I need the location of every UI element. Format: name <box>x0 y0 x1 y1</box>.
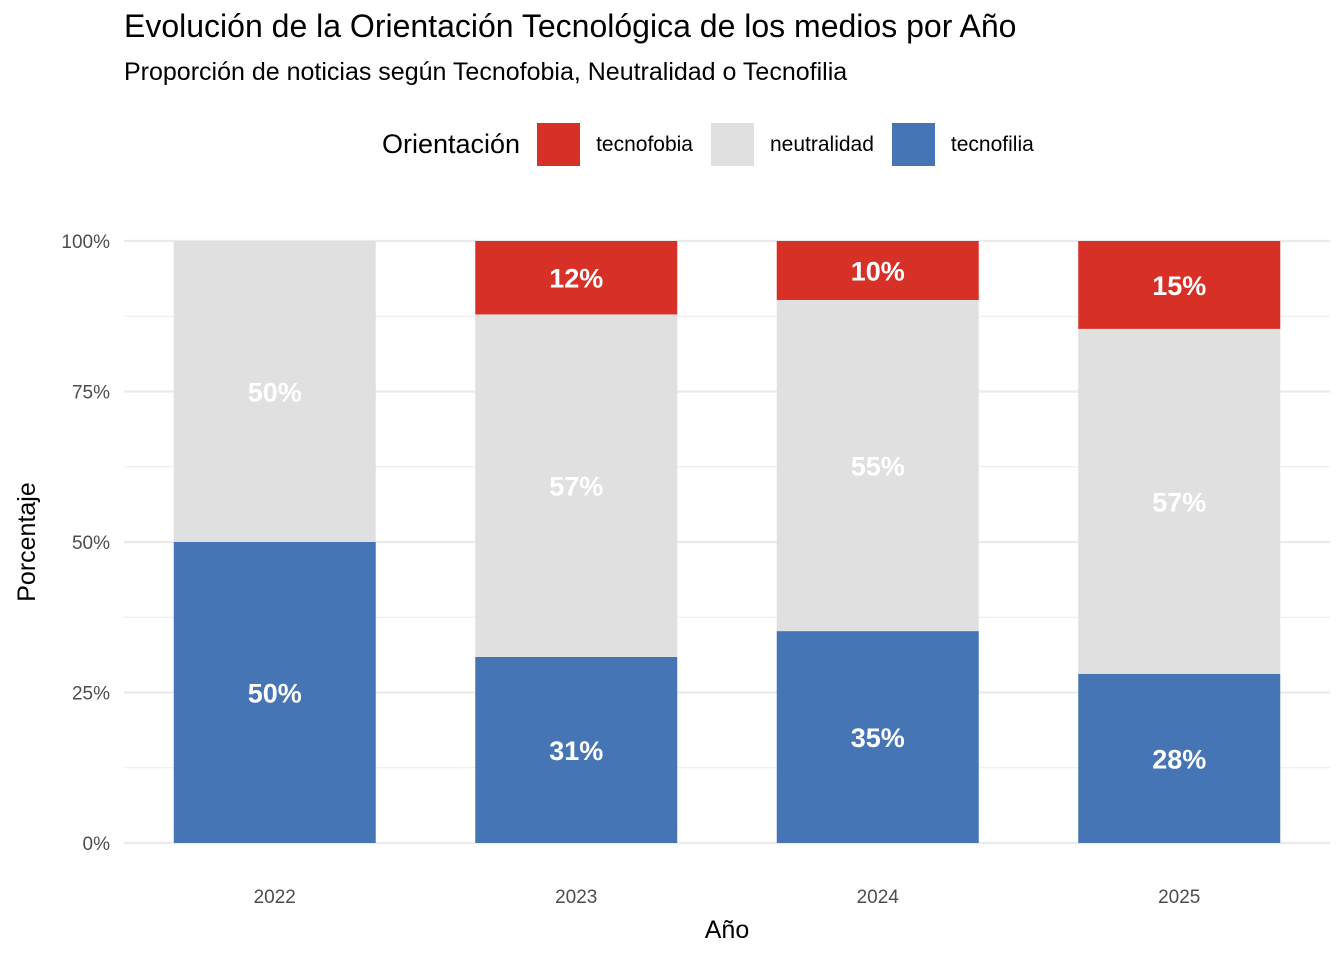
y-tick-label: 0% <box>83 834 111 855</box>
legend-title: Orientación <box>382 129 521 159</box>
bar-tecnofilia-2023 <box>475 656 678 843</box>
data-label-tecnofobia-2023: 12% <box>549 264 603 294</box>
y-tick-label: 75% <box>72 383 110 404</box>
data-label-tecnofobia-2025: 15% <box>1152 271 1206 301</box>
bar-tecnofobia-2025 <box>1078 241 1281 329</box>
legend-label-neutralidad: neutralidad <box>770 132 874 156</box>
x-tick-label: 2025 <box>1158 887 1200 908</box>
y-axis-title: Porcentaje <box>13 482 41 602</box>
x-tick-label: 2024 <box>857 887 900 908</box>
data-label-tecnofilia-2025: 28% <box>1152 744 1206 774</box>
bar-labels: 50% 50% 31% 57% 12% 35% 55% 10% 28% 57% 15% <box>248 256 1207 774</box>
y-tick-label: 100% <box>61 232 110 253</box>
bar-tecnofobia-2024 <box>776 241 979 300</box>
legend-item-tecnofilia: tecnofilia <box>891 123 1034 166</box>
x-axis-ticks: 2022 2023 2024 2025 <box>254 887 1201 908</box>
data-label-neutralidad-2022: 50% <box>248 378 302 408</box>
bars <box>173 241 1281 843</box>
y-tick-label: 50% <box>72 533 110 554</box>
y-axis-ticks: 0% 25% 50% 75% 100% <box>61 232 110 855</box>
legend-item-neutralidad: neutralidad <box>711 123 874 166</box>
bar-tecnofilia-2025 <box>1078 673 1281 843</box>
chart-title: Evolución de la Orientación Tecnológica … <box>124 8 1017 44</box>
data-label-neutralidad-2023: 57% <box>549 472 603 502</box>
bar-neutralidad-2025 <box>1078 328 1281 674</box>
x-tick-label: 2022 <box>254 887 296 908</box>
legend-label-tecnofilia: tecnofilia <box>950 132 1034 156</box>
data-label-tecnofilia-2024: 35% <box>851 723 905 753</box>
bar-tecnofilia-2024 <box>776 631 979 843</box>
x-tick-label: 2023 <box>555 887 597 908</box>
data-label-neutralidad-2025: 57% <box>1152 487 1206 517</box>
legend-item-tecnofobia: tecnofobia <box>537 123 693 166</box>
bar-neutralidad-2024 <box>776 299 979 632</box>
bar-tecnofobia-2023 <box>475 241 678 315</box>
data-label-neutralidad-2024: 55% <box>851 452 905 482</box>
data-label-tecnofilia-2022: 50% <box>248 679 302 709</box>
bar-neutralidad-2022 <box>173 241 376 542</box>
y-tick-label: 25% <box>72 684 110 705</box>
legend: Orientación tecnofobia neutralidad tecno… <box>382 123 1052 166</box>
data-label-tecnofobia-2024: 10% <box>851 256 905 286</box>
legend-swatch-neutralidad <box>711 123 754 166</box>
data-label-tecnofilia-2023: 31% <box>549 736 603 766</box>
chart-subtitle: Proporción de noticias según Tecnofobia,… <box>124 58 848 86</box>
bar-neutralidad-2023 <box>475 314 678 657</box>
x-axis-title: Año <box>705 916 749 944</box>
legend-swatch-tecnofilia <box>891 123 935 166</box>
legend-swatch-tecnofobia <box>537 123 581 166</box>
bar-tecnofilia-2022 <box>173 542 376 843</box>
legend-label-tecnofobia: tecnofobia <box>596 132 693 156</box>
